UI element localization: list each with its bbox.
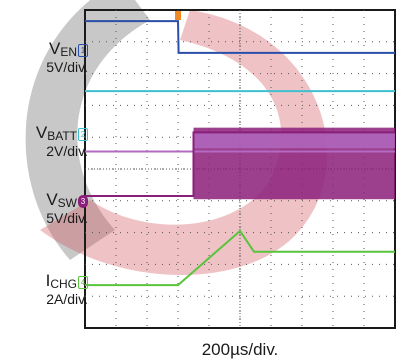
trace-chg [85, 229, 395, 287]
time-scale-label: 200µs/div. [201, 340, 279, 359]
badge-ch3: 3 [78, 195, 88, 208]
trigger-marker [175, 11, 181, 20]
label-ch2-scale: 2V/div. [46, 143, 88, 159]
label-ch1-scale: 5V/div. [46, 59, 88, 75]
label-ch3: VSW 3 5V/div. [0, 191, 88, 226]
label-ch3-sub: SW [57, 196, 77, 210]
label-ch4-scale: 2A/div. [46, 291, 88, 307]
trace-en [85, 20, 395, 54]
label-ch4-sub: CHG [50, 277, 77, 291]
label-ch2-main: V [35, 123, 48, 142]
label-ch1: VEN 1 5V/div. [0, 40, 88, 75]
badge-ch2: 2 [78, 128, 88, 141]
label-ch1-sub: EN [60, 45, 77, 59]
scope-screen [84, 9, 396, 329]
badge-ch4: 4 [78, 276, 88, 289]
label-ch4: ICHG 4 2A/div. [0, 272, 88, 307]
label-ch4-main: I [45, 271, 51, 290]
label-ch2-sub: BATT [47, 129, 77, 143]
watermark-gray-arc [25, 0, 150, 260]
label-ch3-main: V [46, 190, 58, 209]
badge-ch1: 1 [78, 44, 88, 57]
trace-sw [85, 131, 395, 197]
vbatt-ripple-band [193, 132, 395, 149]
watermark-red-arc [40, 10, 328, 275]
watermark [25, 0, 328, 275]
label-ch1-main: V [48, 39, 61, 58]
label-ch3-scale: 5V/div. [46, 210, 88, 226]
label-ch2: VBATT 2 2V/div. [0, 124, 88, 159]
